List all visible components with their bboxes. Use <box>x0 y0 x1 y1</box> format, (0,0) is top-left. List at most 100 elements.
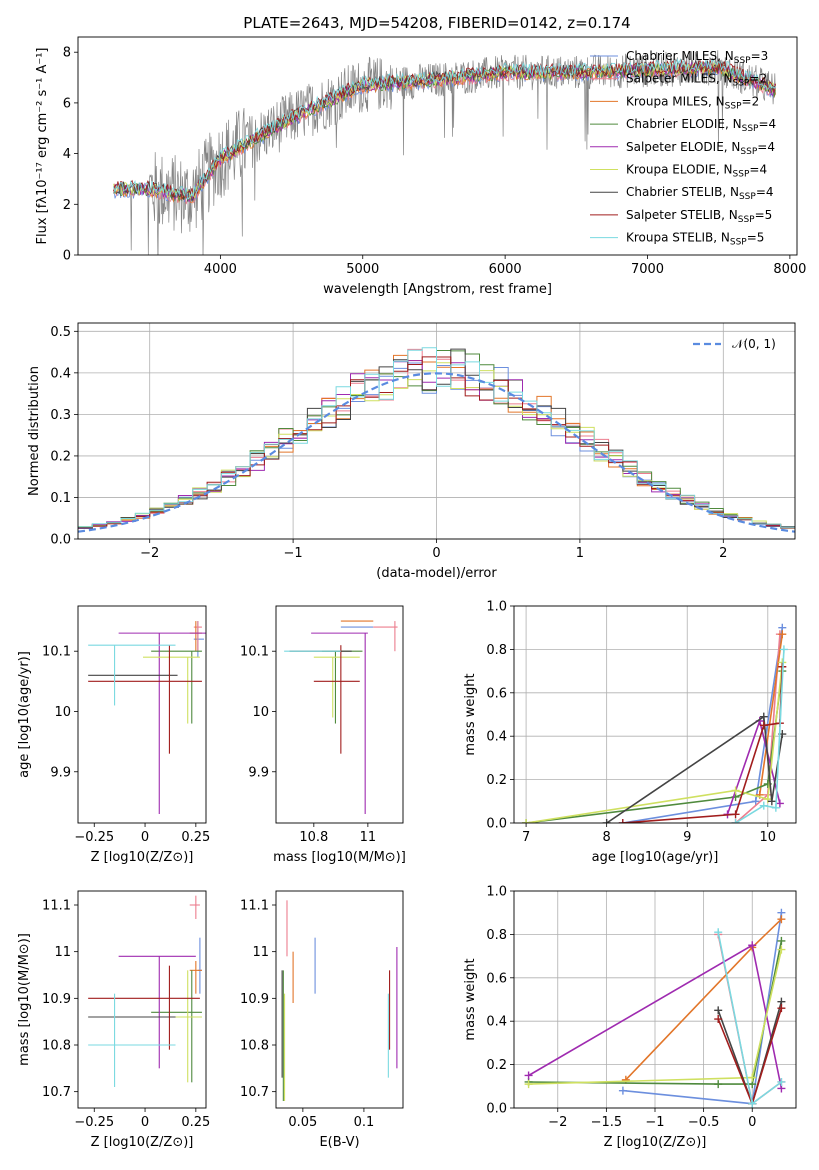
x-axis-label: mass [log10(M/M⊙)] <box>273 850 406 865</box>
x-tick-label: −2 <box>140 546 159 561</box>
y-tick-label: 0.2 <box>486 1058 507 1073</box>
x-tick-label: 10.8 <box>299 830 328 845</box>
gaussian-curve <box>78 372 795 533</box>
weight-marker <box>778 630 787 639</box>
legend-label: Kroupa STELIB, NSSP=5 <box>626 231 764 248</box>
legend-label: Chabrier ELODIE, NSSP=4 <box>626 117 776 134</box>
y-tick-label: 10 <box>54 705 71 720</box>
weight-marker <box>714 1080 723 1089</box>
weight-marker <box>714 928 723 937</box>
x-tick-label: 0.05 <box>288 1115 317 1130</box>
y-tick-label: 4 <box>63 147 71 162</box>
histogram-kroupa-stelib <box>78 347 795 528</box>
y-tick-label: 10.9 <box>240 992 269 1007</box>
plot-area <box>88 895 202 1087</box>
plot-area <box>284 620 398 814</box>
y-tick-label: 0.0 <box>486 1102 507 1117</box>
y-tick-label: 10 <box>252 705 269 720</box>
y-tick-label: 10.7 <box>240 1085 269 1100</box>
x-tick-label: 7000 <box>631 262 664 277</box>
y-tick-label: 0.2 <box>486 773 507 788</box>
weight-marker <box>524 1071 533 1080</box>
y-tick-label: 0.8 <box>486 643 507 658</box>
x-tick-label: 0.1 <box>354 1115 375 1130</box>
y-tick-label: 0.4 <box>50 366 71 381</box>
weight-marker <box>767 797 776 806</box>
x-axis-label: Z [log10(Z/Z⊙)] <box>91 850 194 865</box>
figure-title: PLATE=2643, MJD=54208, FIBERID=0142, z=0… <box>243 14 630 32</box>
errorbar-point <box>143 656 200 724</box>
errorbar-point <box>189 895 200 919</box>
weight-line <box>622 666 784 823</box>
y-axis-label: age [log10(age/yr)] <box>17 651 32 778</box>
errorbar-point <box>193 621 202 652</box>
legend-label: Kroupa ELODIE, NSSP=4 <box>626 163 767 180</box>
weight-marker <box>748 1073 757 1082</box>
x-tick-label: −2 <box>548 1115 567 1130</box>
weight-marker <box>751 797 760 806</box>
y-tick-label: 2 <box>63 198 71 213</box>
x-tick-label: −1 <box>645 1115 664 1130</box>
legend-label: Chabrier MILES, NSSP=3 <box>626 49 768 66</box>
axes-frame <box>513 890 797 1109</box>
weight-line <box>758 634 784 795</box>
plot-area <box>522 623 788 823</box>
y-axis-label: mass weight <box>463 673 478 755</box>
weight-line <box>735 649 785 823</box>
x-tick-label: 0 <box>141 830 149 845</box>
legend-label: Salpeter STELIB, NSSP=5 <box>626 208 772 225</box>
errorbar-point <box>88 993 176 1087</box>
weight-marker <box>777 936 786 945</box>
x-tick-label: −0.25 <box>74 830 114 845</box>
model-spectrum-line <box>113 59 776 201</box>
plot-area <box>88 621 206 814</box>
weight-marker <box>777 945 786 954</box>
axes-frame <box>77 36 798 256</box>
y-tick-label: 0.4 <box>486 1015 507 1030</box>
plot-area <box>524 908 786 1108</box>
plot-area <box>281 900 398 1101</box>
weight-marker <box>618 819 627 823</box>
y-tick-label: 9.9 <box>50 765 71 780</box>
x-tick-label: 0.25 <box>181 1115 210 1130</box>
x-tick-label: 0 <box>432 546 440 561</box>
errorbar-point <box>373 621 398 652</box>
axes-frame <box>77 605 207 824</box>
x-tick-label: 9 <box>683 830 691 845</box>
x-tick-label: −1.5 <box>591 1115 623 1130</box>
errorbar-point <box>311 632 368 814</box>
weight-marker <box>777 1077 786 1086</box>
weight-line <box>525 662 784 823</box>
errorbar-point <box>313 645 360 754</box>
model-spectrum-line <box>113 58 776 200</box>
weight-marker <box>731 819 740 823</box>
weight-marker <box>777 1004 786 1013</box>
axes-residuals: −2 −1 0 1 2 0.0 0.1 0.2 0.3 0.4 0.5 (data-model)/er… <box>27 322 796 581</box>
plot-area <box>78 347 795 533</box>
x-tick-label: 5000 <box>346 262 379 277</box>
axes-frame <box>275 605 404 824</box>
data-spectrum <box>113 50 776 255</box>
y-axis-label: mass weight <box>463 958 478 1040</box>
y-tick-label: 1.0 <box>486 600 507 615</box>
legend-label: Salpeter ELODIE, NSSP=4 <box>626 140 775 157</box>
errorbar-point <box>118 955 196 1069</box>
weight-marker <box>714 1015 723 1024</box>
y-tick-label: 6 <box>63 96 71 111</box>
axes-age_vs_mass: 10.8 11 9.9 10 10.1 mass [log10(M/M⊙)] <box>240 605 406 865</box>
legend-label: 𝒩(0, 1) <box>732 337 776 351</box>
x-tick-label: 0 <box>748 1115 756 1130</box>
y-tick-label: 0 <box>63 249 71 264</box>
errorbar-point <box>88 965 200 1050</box>
x-tick-label: 6000 <box>489 262 522 277</box>
errorbar-point <box>189 621 202 652</box>
legend-label: Chabrier STELIB, NSSP=4 <box>626 185 774 202</box>
y-tick-label: 0.0 <box>50 533 71 548</box>
weight-marker <box>524 1080 533 1089</box>
y-tick-label: 0.6 <box>486 686 507 701</box>
axes-frame <box>275 890 404 1109</box>
x-tick-label: 8000 <box>773 262 806 277</box>
y-tick-label: 11 <box>252 945 269 960</box>
y-tick-label: 11 <box>54 945 71 960</box>
